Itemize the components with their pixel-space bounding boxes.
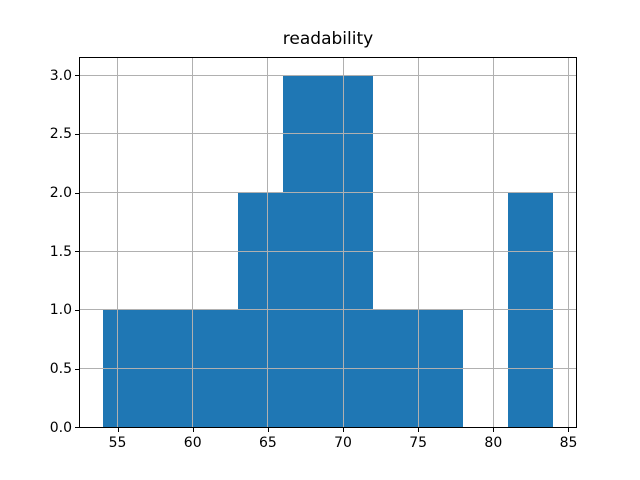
x-tick-label: 70 (334, 435, 352, 452)
y-gridline (80, 133, 576, 135)
x-gridline (417, 57, 419, 428)
grid-layer (80, 57, 576, 428)
y-tick-label: 3.0 (49, 67, 72, 84)
x-gridline (117, 57, 119, 428)
y-tick-mark (75, 427, 79, 429)
y-gridline (80, 426, 576, 428)
x-tick-mark (117, 428, 119, 433)
x-gridline (192, 57, 194, 428)
x-tick-label: 75 (409, 435, 428, 452)
x-tick-mark (493, 428, 495, 433)
y-tick-label: 0.5 (49, 361, 72, 378)
x-tick-label: 55 (108, 435, 127, 452)
x-tick-mark (418, 428, 420, 433)
y-tick-label: 1.0 (49, 302, 72, 319)
y-tick-mark (75, 251, 79, 253)
y-tick-mark (75, 192, 79, 194)
y-gridline (80, 368, 576, 370)
y-gridline (80, 309, 576, 311)
y-tick-mark (75, 75, 79, 77)
y-gridline (80, 74, 576, 76)
x-gridline (267, 57, 269, 428)
x-tick-label: 85 (559, 435, 578, 452)
x-tick-mark (568, 428, 570, 433)
plot-area (80, 57, 576, 428)
y-gridline (80, 192, 576, 194)
x-gridline (567, 57, 569, 428)
x-gridline (492, 57, 494, 428)
y-tick-mark (75, 368, 79, 370)
x-tick-mark (343, 428, 345, 433)
y-tick-label: 2.5 (49, 126, 72, 143)
x-tick-mark (192, 428, 194, 433)
x-tick-mark (267, 428, 269, 433)
y-tick-label: 0.0 (49, 419, 72, 436)
chart-title: readability (282, 29, 374, 49)
x-tick-label: 60 (183, 435, 202, 452)
y-tick-mark (75, 309, 79, 311)
x-gridline (342, 57, 344, 428)
x-tick-label: 80 (484, 435, 503, 452)
y-tick-label: 1.5 (49, 243, 72, 260)
y-tick-mark (75, 133, 79, 135)
x-tick-label: 65 (258, 435, 277, 452)
y-gridline (80, 250, 576, 252)
y-tick-label: 2.0 (49, 185, 72, 202)
